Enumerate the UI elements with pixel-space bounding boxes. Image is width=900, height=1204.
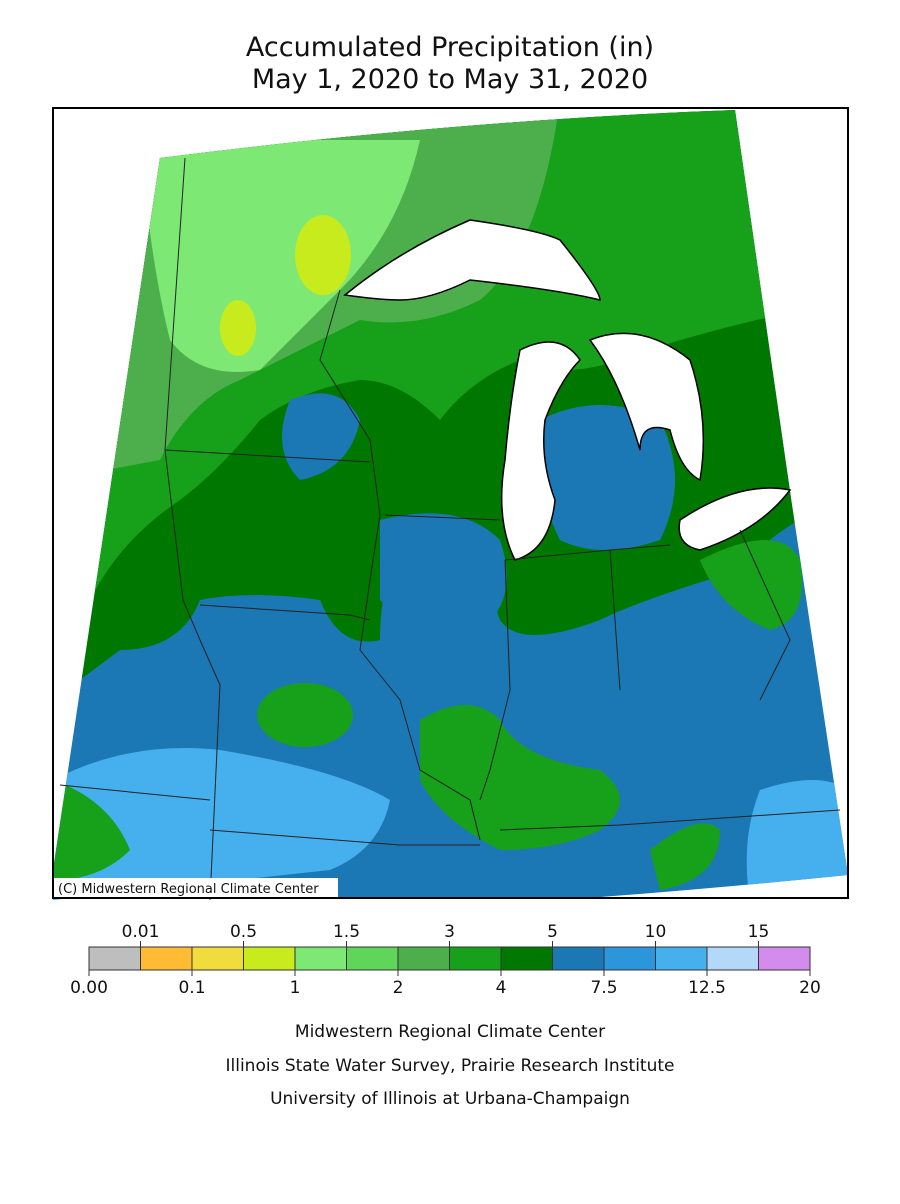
lake-superior <box>343 219 601 301</box>
legend-label: 0.01 <box>122 922 160 942</box>
map-frame <box>52 107 849 899</box>
legend-label: 20 <box>799 978 821 998</box>
legend-swatch <box>346 946 399 971</box>
map: (C) Midwestern Regional Climate Center <box>52 107 849 901</box>
footer-line: Midwestern Regional Climate Center <box>295 1022 605 1042</box>
lake-erie <box>678 487 792 551</box>
legend-label: 0.5 <box>230 922 257 942</box>
legend-swatch <box>449 946 502 971</box>
legend-label: 12.5 <box>688 978 726 998</box>
legend-label: 1.5 <box>333 922 360 942</box>
state-borders <box>59 157 841 901</box>
legend-label: 3 <box>444 922 455 942</box>
legend-label: 10 <box>645 922 667 942</box>
legend-label: 2 <box>393 978 404 998</box>
legend-label: 7.5 <box>590 978 617 998</box>
footer-line: University of Illinois at Urbana-Champai… <box>270 1089 630 1109</box>
legend-swatch <box>603 946 656 971</box>
legend: 0.01 0.5 1.5 3 5 10 15 0.00 0.1 1 2 4 7.5 12.5 20 <box>70 922 821 998</box>
legend-label: 0.00 <box>70 978 108 998</box>
legend-swatch <box>758 946 811 971</box>
title-line: May 1, 2020 to May 31, 2020 <box>252 64 648 95</box>
legend-swatch <box>243 946 296 971</box>
legend-label: 15 <box>748 922 770 942</box>
footer-line: Illinois State Water Survey, Prairie Res… <box>226 1056 675 1076</box>
legend-label: 4 <box>496 978 507 998</box>
lake-michigan <box>500 341 581 561</box>
title-line: Accumulated Precipitation (in) <box>246 32 654 63</box>
legend-swatch <box>706 946 759 971</box>
credit-box <box>54 878 338 897</box>
legend-swatch <box>655 946 708 971</box>
legend-swatch <box>552 946 605 971</box>
legend-label: 1 <box>290 978 301 998</box>
legend-label: 5 <box>547 922 558 942</box>
legend-label: 0.1 <box>178 978 205 998</box>
legend-swatch <box>500 946 553 971</box>
lake-huron <box>588 332 705 482</box>
legend-swatch <box>140 946 193 971</box>
legend-swatch <box>294 946 347 971</box>
legend-swatch <box>397 946 450 971</box>
legend-swatch <box>88 946 141 971</box>
map-credit: (C) Midwestern Regional Climate Center <box>58 882 319 897</box>
legend-swatch <box>191 946 244 971</box>
